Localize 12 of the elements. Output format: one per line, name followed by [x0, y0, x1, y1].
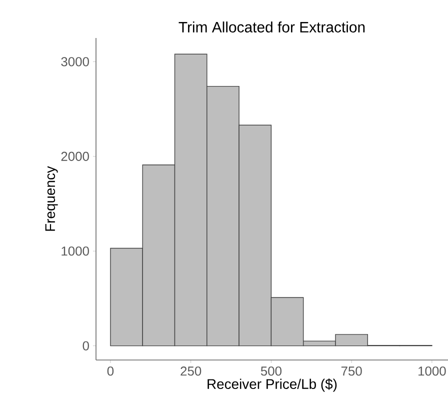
y-tick-label: 0 — [82, 341, 89, 350]
chart-title: Trim Allocated for Extraction — [178, 22, 365, 32]
y-tick-label: 3000 — [61, 57, 89, 66]
x-tick-label: 500 — [260, 366, 282, 376]
y-tick-label: 1000 — [62, 246, 89, 256]
x-tick-label: 250 — [180, 366, 202, 376]
x-tick-label: 750 — [341, 366, 362, 376]
y-axis-title: Frequency — [45, 166, 58, 231]
x-axis-title: Receiver Price/Lb ($) — [208, 378, 337, 392]
x-tick-label: 0 — [107, 366, 114, 376]
x-tick-label: 1000 — [418, 366, 446, 376]
y-tick-label: 2000 — [61, 152, 89, 161]
